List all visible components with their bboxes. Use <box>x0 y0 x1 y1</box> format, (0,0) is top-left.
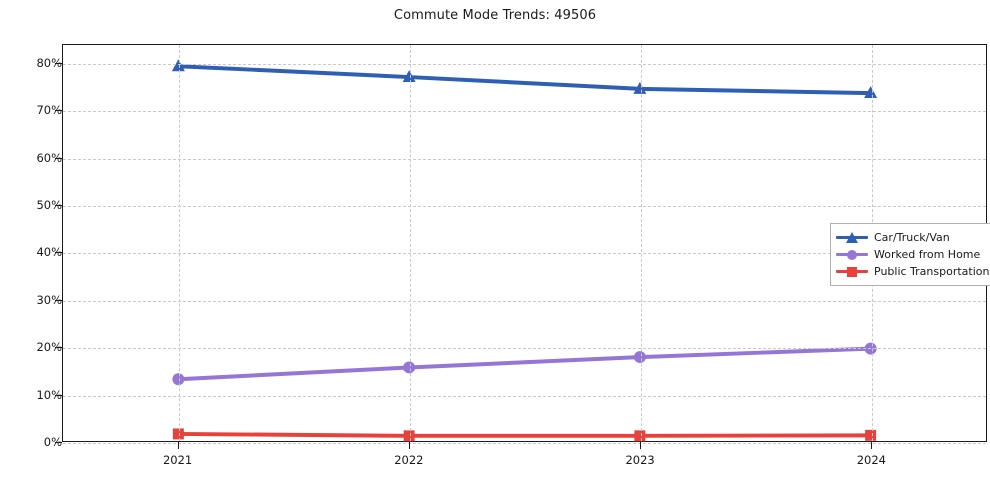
gridline-horizontal <box>63 395 986 397</box>
gridline-vertical <box>409 45 411 441</box>
gridline-horizontal <box>63 206 986 208</box>
y-axis-tick-mark <box>55 442 62 443</box>
series-line <box>176 431 873 438</box>
series-data-point <box>172 373 185 386</box>
y-axis-tick-mark <box>55 110 62 112</box>
gridline-vertical <box>641 45 643 441</box>
legend-item: Worked from Home <box>836 246 989 263</box>
chart-title: Commute Mode Trends: 49506 <box>393 8 597 23</box>
series-data-point <box>402 70 416 83</box>
x-axis-ticks: 2021 2022 2023 2024 <box>62 442 987 482</box>
gridline-vertical <box>178 45 180 441</box>
series-data-point <box>865 429 877 441</box>
x-axis-tick-mark <box>871 442 873 449</box>
x-axis-tick-mark <box>640 442 642 449</box>
series-data-point <box>864 86 878 99</box>
y-axis-tick-label: 50% <box>36 198 62 213</box>
legend-label: Public Transportation <box>874 265 990 278</box>
y-axis-ticks: 0% 10% 20% 30% 40% 50% 60% 70% 80% <box>0 44 62 449</box>
y-axis-tick-label: 70% <box>36 103 62 118</box>
series-data-point <box>633 81 647 94</box>
y-axis-tick-label: 30% <box>36 292 62 307</box>
legend-item: Car/Truck/Van <box>836 229 989 246</box>
legend-swatch <box>836 247 868 262</box>
legend-swatch <box>836 230 868 245</box>
series-line <box>176 346 873 382</box>
y-axis-tick-label: 0% <box>43 435 62 449</box>
gridline-horizontal <box>63 348 986 350</box>
legend-marker-circle-icon <box>847 249 857 260</box>
legend-item: Public Transportation <box>836 263 989 280</box>
y-axis-tick-label: 80% <box>36 55 62 70</box>
x-axis-tick-label: 2021 <box>162 453 193 467</box>
y-axis-tick-mark <box>55 205 62 207</box>
x-axis-tick-label: 2022 <box>394 453 424 467</box>
legend-swatch <box>836 264 868 279</box>
x-axis-tick-label: 2024 <box>856 453 887 467</box>
gridline-horizontal <box>63 111 986 113</box>
y-axis-tick-mark <box>55 157 62 159</box>
series-line <box>176 64 873 96</box>
legend-marker-square-icon <box>847 266 857 277</box>
y-axis-tick-label: 20% <box>36 340 62 355</box>
gridline-horizontal <box>63 253 986 255</box>
gridline-horizontal <box>63 300 986 302</box>
x-axis-tick-mark <box>177 442 179 449</box>
x-axis-tick-label: 2023 <box>625 453 655 467</box>
series-data-point <box>634 430 646 442</box>
gridline-horizontal <box>63 158 986 160</box>
y-axis-tick-mark <box>55 252 62 254</box>
series-data-point <box>172 428 184 440</box>
y-axis-tick-mark <box>55 394 62 396</box>
legend-label: Worked from Home <box>874 248 981 261</box>
gridline-horizontal <box>63 443 986 444</box>
x-axis-tick-mark <box>408 442 410 449</box>
legend-marker-triangle-icon <box>846 231 858 243</box>
series-layer <box>171 59 878 442</box>
series-data-point <box>403 430 415 442</box>
series-data-point <box>171 59 185 72</box>
gridline-horizontal <box>63 63 986 65</box>
chart-legend: Car/Truck/Van Worked from Home Public Tran… <box>830 223 990 286</box>
series-data-point <box>403 361 416 374</box>
y-axis-tick-mark <box>55 299 62 301</box>
y-axis-tick-label: 60% <box>36 150 62 165</box>
series-data-point <box>633 351 646 364</box>
y-axis-tick-mark <box>55 62 62 64</box>
y-axis-tick-label: 10% <box>36 387 62 402</box>
y-axis-tick-label: 40% <box>36 245 62 260</box>
legend-label: Car/Truck/Van <box>874 231 950 244</box>
y-axis-tick-mark <box>55 347 62 349</box>
